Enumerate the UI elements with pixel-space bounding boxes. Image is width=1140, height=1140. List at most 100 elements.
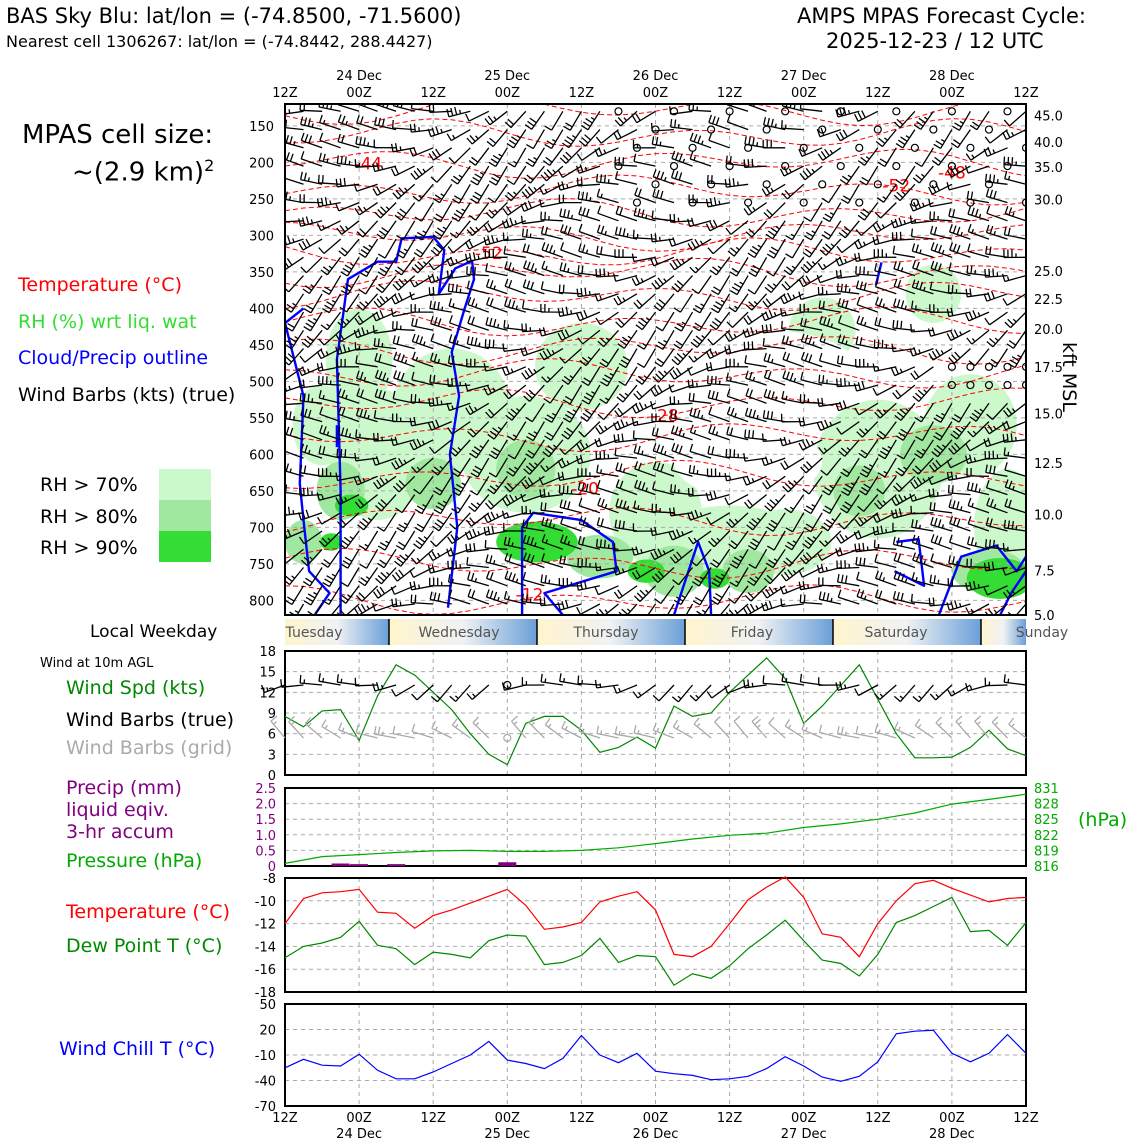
wind-barb (798, 275, 823, 288)
wind-barb-grid (714, 715, 731, 739)
wind-barb (429, 577, 452, 587)
top-time-label: 00Z (939, 86, 965, 101)
wind-barb (762, 410, 786, 423)
wind-barb (468, 147, 490, 166)
wind-barb (927, 327, 953, 337)
wind-barb (446, 106, 471, 118)
wind-barb (299, 104, 323, 112)
wind-barb (874, 494, 897, 510)
wind-barb (300, 424, 323, 441)
wind-barb (818, 439, 842, 455)
wind-barb-true (411, 684, 434, 701)
wind-barb-grid (733, 715, 749, 739)
wind-barb (855, 336, 878, 350)
wind-barb (451, 457, 471, 478)
weekday-band (537, 619, 685, 645)
wind-barb (595, 538, 619, 550)
legend-rh70-label: RH > 70% (40, 474, 138, 496)
wind-barb (874, 317, 897, 331)
temp-panel-ytick-label: -8 (263, 872, 276, 887)
wind-barb-grid (914, 718, 934, 739)
wind-barb (618, 348, 638, 369)
wind-barb (837, 589, 860, 605)
wind-barb (874, 589, 897, 605)
wind-barb (321, 585, 342, 606)
wind-barb (856, 588, 879, 605)
wind-barb (724, 329, 749, 343)
isotherm-label: -44 (354, 155, 382, 175)
wind-barb (725, 358, 749, 368)
wind-barb (522, 519, 545, 532)
wind-barb (446, 269, 471, 280)
wind-barb (485, 589, 508, 605)
wind-barb (910, 366, 934, 381)
wind-barb (506, 457, 527, 477)
wind-barb (840, 457, 860, 478)
wind-barb (986, 497, 1008, 514)
wind-barb (285, 134, 304, 149)
wind-barb (432, 512, 453, 532)
wind-barb (633, 585, 656, 602)
wind-barb (857, 202, 879, 221)
wind-barb (633, 500, 656, 514)
wind-barb (986, 329, 1008, 348)
wind-barb (540, 211, 563, 222)
wind-barb (467, 296, 490, 313)
wind-barb (470, 183, 490, 204)
precip-panel-ytick-label: 2.0 (255, 798, 276, 813)
wind-barb (411, 351, 434, 368)
xs-kft-tick-label: 25.0 (1034, 265, 1063, 280)
wind-barb (670, 169, 693, 185)
wind-barb (895, 457, 916, 477)
isotherm-label: -44 (1112, 288, 1140, 308)
wind-barb (872, 384, 897, 396)
wind-barb (285, 293, 305, 313)
wind-barb (765, 548, 786, 569)
wind-barb (635, 311, 657, 331)
wind-barb (579, 348, 601, 367)
wind-barb (504, 475, 527, 493)
wind-barb (484, 539, 508, 550)
wind-barb (285, 384, 304, 393)
wind-barb (544, 421, 564, 441)
bottom-date-label: 24 Dec (336, 1127, 382, 1140)
temp-panel-ytick-label: -12 (255, 918, 276, 933)
wind-barb (465, 110, 490, 122)
wind-barb (816, 127, 842, 138)
wind-barb (540, 165, 564, 182)
wind-barb (743, 453, 767, 462)
wind-barb (396, 512, 416, 533)
wind-barb (429, 300, 452, 313)
wind-barb (285, 150, 304, 167)
wind-barb (965, 439, 990, 452)
wind-barb (390, 165, 415, 177)
wind-barb (595, 268, 619, 278)
wind-barb (504, 298, 526, 313)
wind-barb (301, 329, 323, 348)
wind-barb (372, 310, 397, 322)
wind-barb (488, 457, 508, 478)
wind-barb (449, 439, 471, 457)
wind-barb (743, 341, 767, 351)
wind-barb (576, 309, 601, 322)
wind-barb (689, 151, 712, 167)
wind-barb (817, 548, 842, 561)
xs-ytick-label: 400 (249, 302, 274, 317)
wind-barb (319, 424, 341, 441)
wind-barb (837, 334, 860, 350)
wind-barb (596, 188, 619, 204)
wind-barb (467, 421, 490, 438)
wind-barb (654, 348, 675, 368)
wind-panel-ytick-label: 9 (268, 707, 276, 722)
isotherm-2 (285, 148, 1026, 179)
wind-barb (782, 475, 805, 493)
wind-barb (464, 528, 490, 541)
pressure-tick-label: 828 (1034, 798, 1059, 813)
wind-barb (636, 329, 657, 350)
wind-barb (559, 208, 582, 222)
wind-barb (316, 492, 341, 501)
wind-barb (488, 147, 508, 168)
wind-barb (302, 567, 323, 587)
wind-barb (819, 315, 841, 331)
wind-barb (969, 110, 990, 131)
